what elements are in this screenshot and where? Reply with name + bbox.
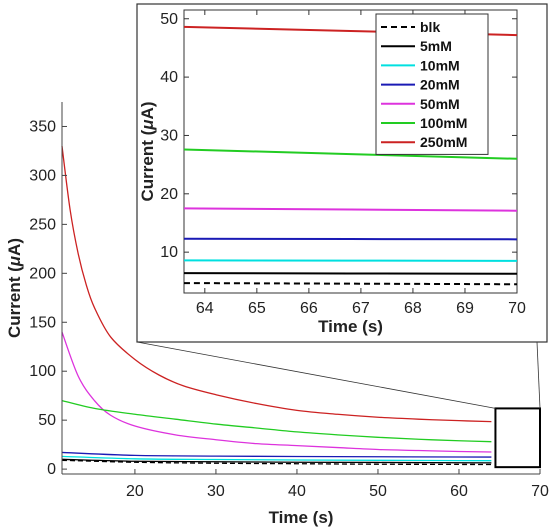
inset-x-tick-label-65: 65 xyxy=(248,300,266,317)
zoom-region-box xyxy=(494,407,541,469)
main-y-tick-label-250: 250 xyxy=(29,216,56,233)
main-y-axis-label-mu: μ xyxy=(5,255,24,267)
main-y-axis-label-prefix: Current ( xyxy=(5,266,24,338)
inset-y-axis-label-prefix: Current ( xyxy=(138,129,157,201)
main-x-tick-label-70: 70 xyxy=(531,483,549,500)
legend-label-100mM: 100mM xyxy=(420,115,467,131)
inset-y-tick-label-40: 40 xyxy=(160,69,178,86)
main-series-line-blk xyxy=(61,459,492,466)
legend-label-50mM: 50mM xyxy=(420,96,460,112)
main-series-line-10mM xyxy=(61,455,492,462)
main-y-tick-label-150: 150 xyxy=(29,314,56,331)
inset-series-line-5mM xyxy=(183,272,518,275)
inset-series-line-50mM xyxy=(183,207,518,212)
main-y-tick-label-100: 100 xyxy=(29,363,56,380)
inset-x-tick-label-69: 69 xyxy=(456,300,474,317)
legend-label-20mM: 20mM xyxy=(420,77,460,93)
main-series-line-20mM xyxy=(61,451,492,458)
inset-legend: blk 5mM 10mM 20mM 50mM 100mM 250mM xyxy=(375,13,489,155)
inset-y-axis-label: Current (μA) xyxy=(138,102,157,202)
main-y-axis-label-suffix: A) xyxy=(5,238,24,256)
main-series-line-50mM xyxy=(61,331,492,453)
zoom-connectors xyxy=(136,341,541,409)
main-x-axis-label: Time (s) xyxy=(269,508,334,527)
legend-label-10mM: 10mM xyxy=(420,57,460,73)
inset-series-line-20mM xyxy=(183,237,518,241)
legend-label-5mM: 5mM xyxy=(420,38,452,54)
main-y-axis-label: Current (μA) xyxy=(5,238,24,338)
zoom-connector-right xyxy=(536,341,541,409)
main-series-line-100mM xyxy=(61,399,492,443)
inset-y-tick-label-10: 10 xyxy=(160,244,178,261)
inset-x-tick-label-70: 70 xyxy=(508,300,526,317)
inset-y-tick-label-20: 20 xyxy=(160,186,178,203)
inset-x-tick-label-67: 67 xyxy=(352,300,370,317)
inset-plot-area xyxy=(183,9,518,294)
inset-y-axis-label-mu: μ xyxy=(138,119,157,131)
main-x-tick-label-20: 20 xyxy=(126,483,144,500)
inset-chart: 64 65 66 67 68 69 70 10 20 30 40 50 Time (s) Current … xyxy=(136,3,548,343)
main-y-tick-label-200: 200 xyxy=(29,265,56,282)
main-series-line-5mM xyxy=(61,458,492,464)
main-y-tick-label-350: 350 xyxy=(29,118,56,135)
inset-x-tick-label-66: 66 xyxy=(300,300,318,317)
main-y-tick-label-300: 300 xyxy=(29,167,56,184)
main-series-group xyxy=(61,145,492,466)
main-x-tick-label-40: 40 xyxy=(288,483,306,500)
main-series-line-250mM xyxy=(61,145,492,423)
legend-label-blk: blk xyxy=(420,19,440,35)
main-x-tick-label-50: 50 xyxy=(369,483,387,500)
main-y-tick-label-0: 0 xyxy=(47,461,56,478)
inset-y-tick-label-50: 50 xyxy=(160,11,178,28)
zoom-connector-left xyxy=(136,341,496,409)
main-x-tick-label-60: 60 xyxy=(450,483,468,500)
main-x-tick-label-30: 30 xyxy=(207,483,225,500)
inset-x-axis-label: Time (s) xyxy=(318,317,383,336)
inset-y-tick-label-30: 30 xyxy=(160,127,178,144)
inset-y-axis-label-suffix: A) xyxy=(138,102,157,120)
legend-label-250mM: 250mM xyxy=(420,134,467,150)
inset-x-tick-label-64: 64 xyxy=(196,300,214,317)
main-chart: 20 30 40 50 60 70 0 50 100 150 200 250 300 350 Time (s… xyxy=(5,102,549,527)
inset-x-tick-label-68: 68 xyxy=(404,300,422,317)
main-y-tick-label-50: 50 xyxy=(38,412,56,429)
inset-series-line-blk xyxy=(183,282,518,286)
inset-series-line-100mM xyxy=(183,148,518,160)
inset-series-line-10mM xyxy=(183,259,518,262)
